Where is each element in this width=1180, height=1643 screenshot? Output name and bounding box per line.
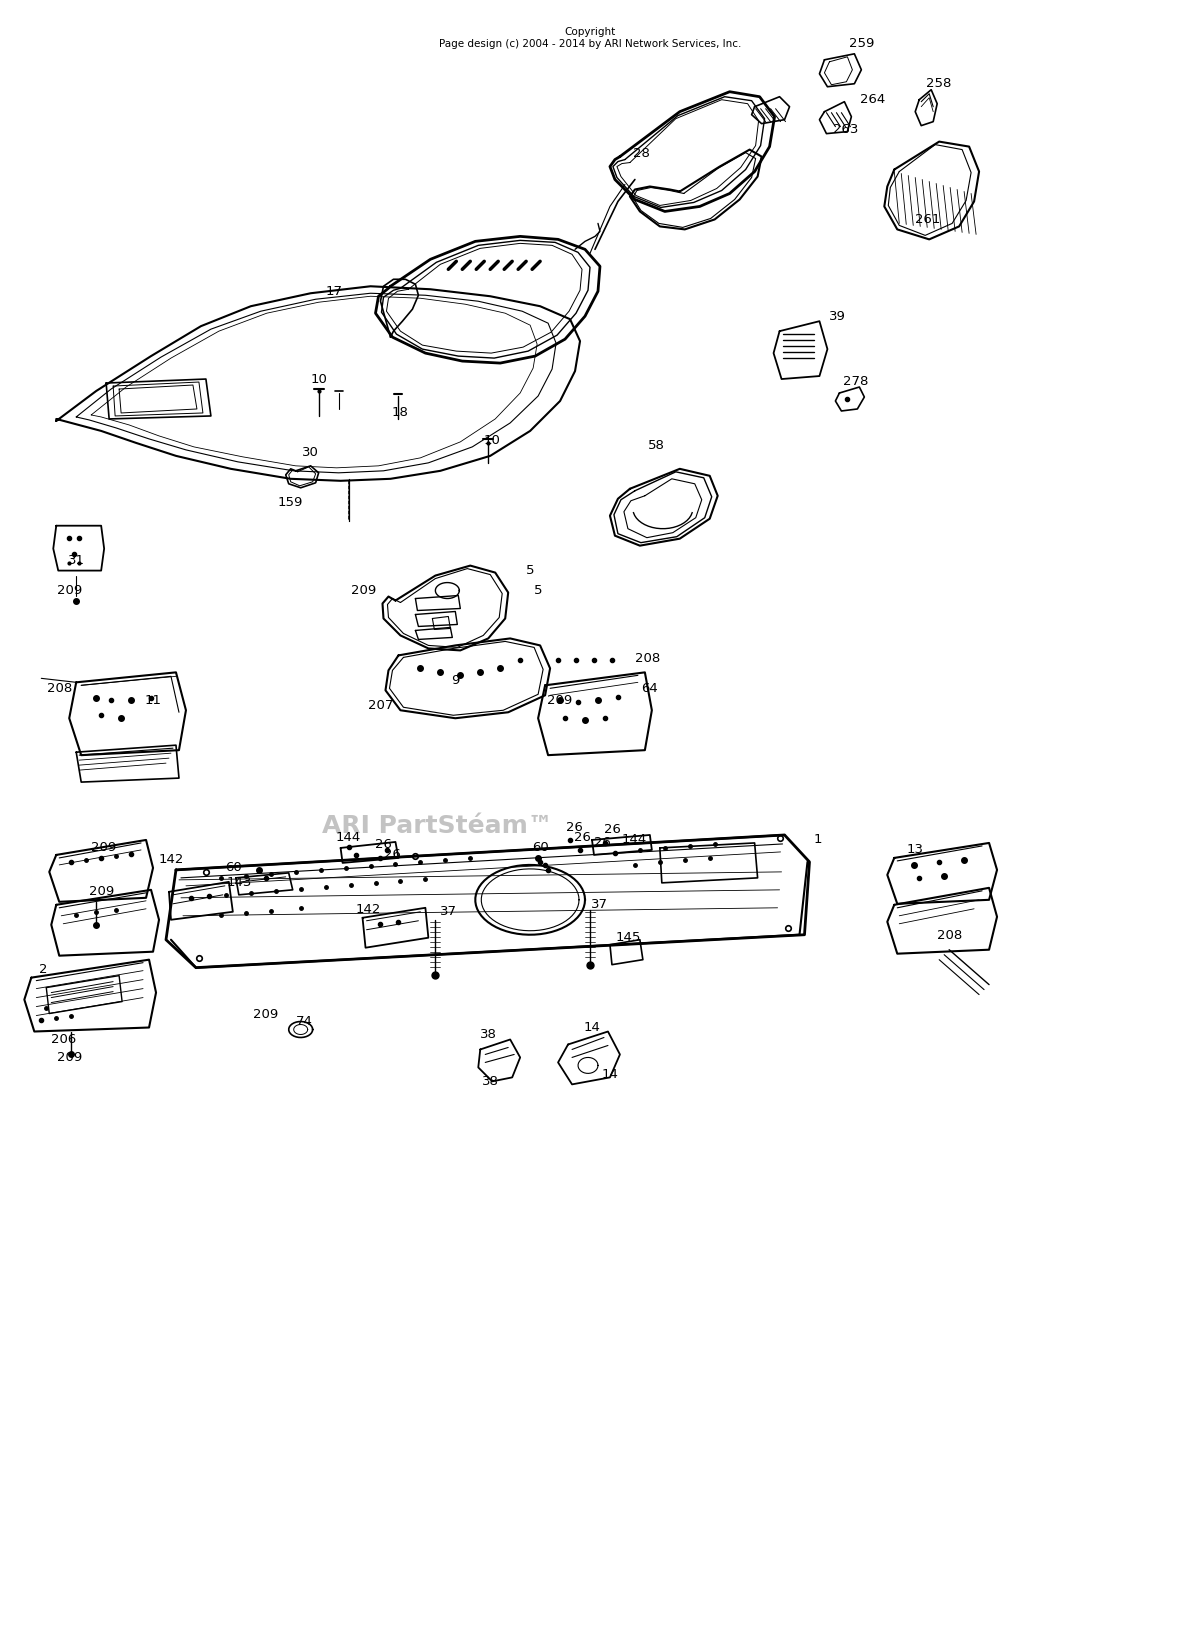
Text: 209: 209 xyxy=(88,886,113,899)
Text: 14: 14 xyxy=(602,1068,618,1081)
Text: 28: 28 xyxy=(634,148,650,159)
Text: 9: 9 xyxy=(451,674,459,687)
Text: 278: 278 xyxy=(843,375,868,388)
Text: ARI PartStéam™: ARI PartStéam™ xyxy=(321,815,552,838)
Text: 258: 258 xyxy=(926,77,952,90)
Text: 60: 60 xyxy=(532,841,549,854)
Text: 264: 264 xyxy=(860,94,885,107)
Text: 143: 143 xyxy=(227,876,251,889)
Text: 5: 5 xyxy=(526,564,535,577)
Text: 38: 38 xyxy=(481,1075,499,1088)
Text: 2: 2 xyxy=(39,963,47,976)
Text: 144: 144 xyxy=(622,833,647,846)
Text: 10: 10 xyxy=(310,373,327,386)
Text: 1: 1 xyxy=(813,833,821,846)
Text: 13: 13 xyxy=(906,843,924,856)
Text: 26: 26 xyxy=(573,831,590,845)
Text: 18: 18 xyxy=(392,406,409,419)
Text: 10: 10 xyxy=(484,434,500,447)
Text: 159: 159 xyxy=(278,496,303,509)
Text: 64: 64 xyxy=(642,682,658,695)
Text: 26: 26 xyxy=(384,848,401,861)
Text: 38: 38 xyxy=(480,1029,497,1042)
Text: 209: 209 xyxy=(57,583,81,596)
Text: 31: 31 xyxy=(67,554,85,567)
Text: 14: 14 xyxy=(584,1020,601,1033)
Text: 74: 74 xyxy=(296,1015,313,1029)
Text: 17: 17 xyxy=(326,284,342,297)
Text: 142: 142 xyxy=(356,904,381,917)
Text: 261: 261 xyxy=(914,214,940,227)
Text: 37: 37 xyxy=(440,905,457,918)
Text: 263: 263 xyxy=(833,123,858,136)
Text: 37: 37 xyxy=(591,899,609,912)
Text: 206: 206 xyxy=(51,1033,76,1047)
Text: 209: 209 xyxy=(254,1009,278,1020)
Text: 208: 208 xyxy=(47,682,72,695)
Text: 58: 58 xyxy=(648,439,666,452)
Text: 209: 209 xyxy=(57,1052,81,1065)
Text: 209: 209 xyxy=(350,583,376,596)
Text: 26: 26 xyxy=(375,838,392,851)
Text: 208: 208 xyxy=(937,930,962,941)
Text: 259: 259 xyxy=(848,38,874,51)
Text: 5: 5 xyxy=(533,583,543,596)
Text: 209: 209 xyxy=(91,841,116,854)
Text: 209: 209 xyxy=(548,693,572,706)
Text: 144: 144 xyxy=(336,831,361,845)
Text: 60: 60 xyxy=(225,861,242,874)
Text: 39: 39 xyxy=(830,309,846,322)
Text: 26: 26 xyxy=(565,822,583,835)
Text: Copyright
Page design (c) 2004 - 2014 by ARI Network Services, Inc.: Copyright Page design (c) 2004 - 2014 by… xyxy=(439,28,741,49)
Text: 26: 26 xyxy=(603,823,621,836)
Text: 142: 142 xyxy=(158,853,184,866)
Text: 26: 26 xyxy=(594,836,610,849)
Text: 145: 145 xyxy=(615,932,641,945)
Text: 11: 11 xyxy=(144,693,162,706)
Text: 208: 208 xyxy=(635,652,661,665)
Text: 30: 30 xyxy=(302,447,319,460)
Text: 207: 207 xyxy=(368,698,393,711)
